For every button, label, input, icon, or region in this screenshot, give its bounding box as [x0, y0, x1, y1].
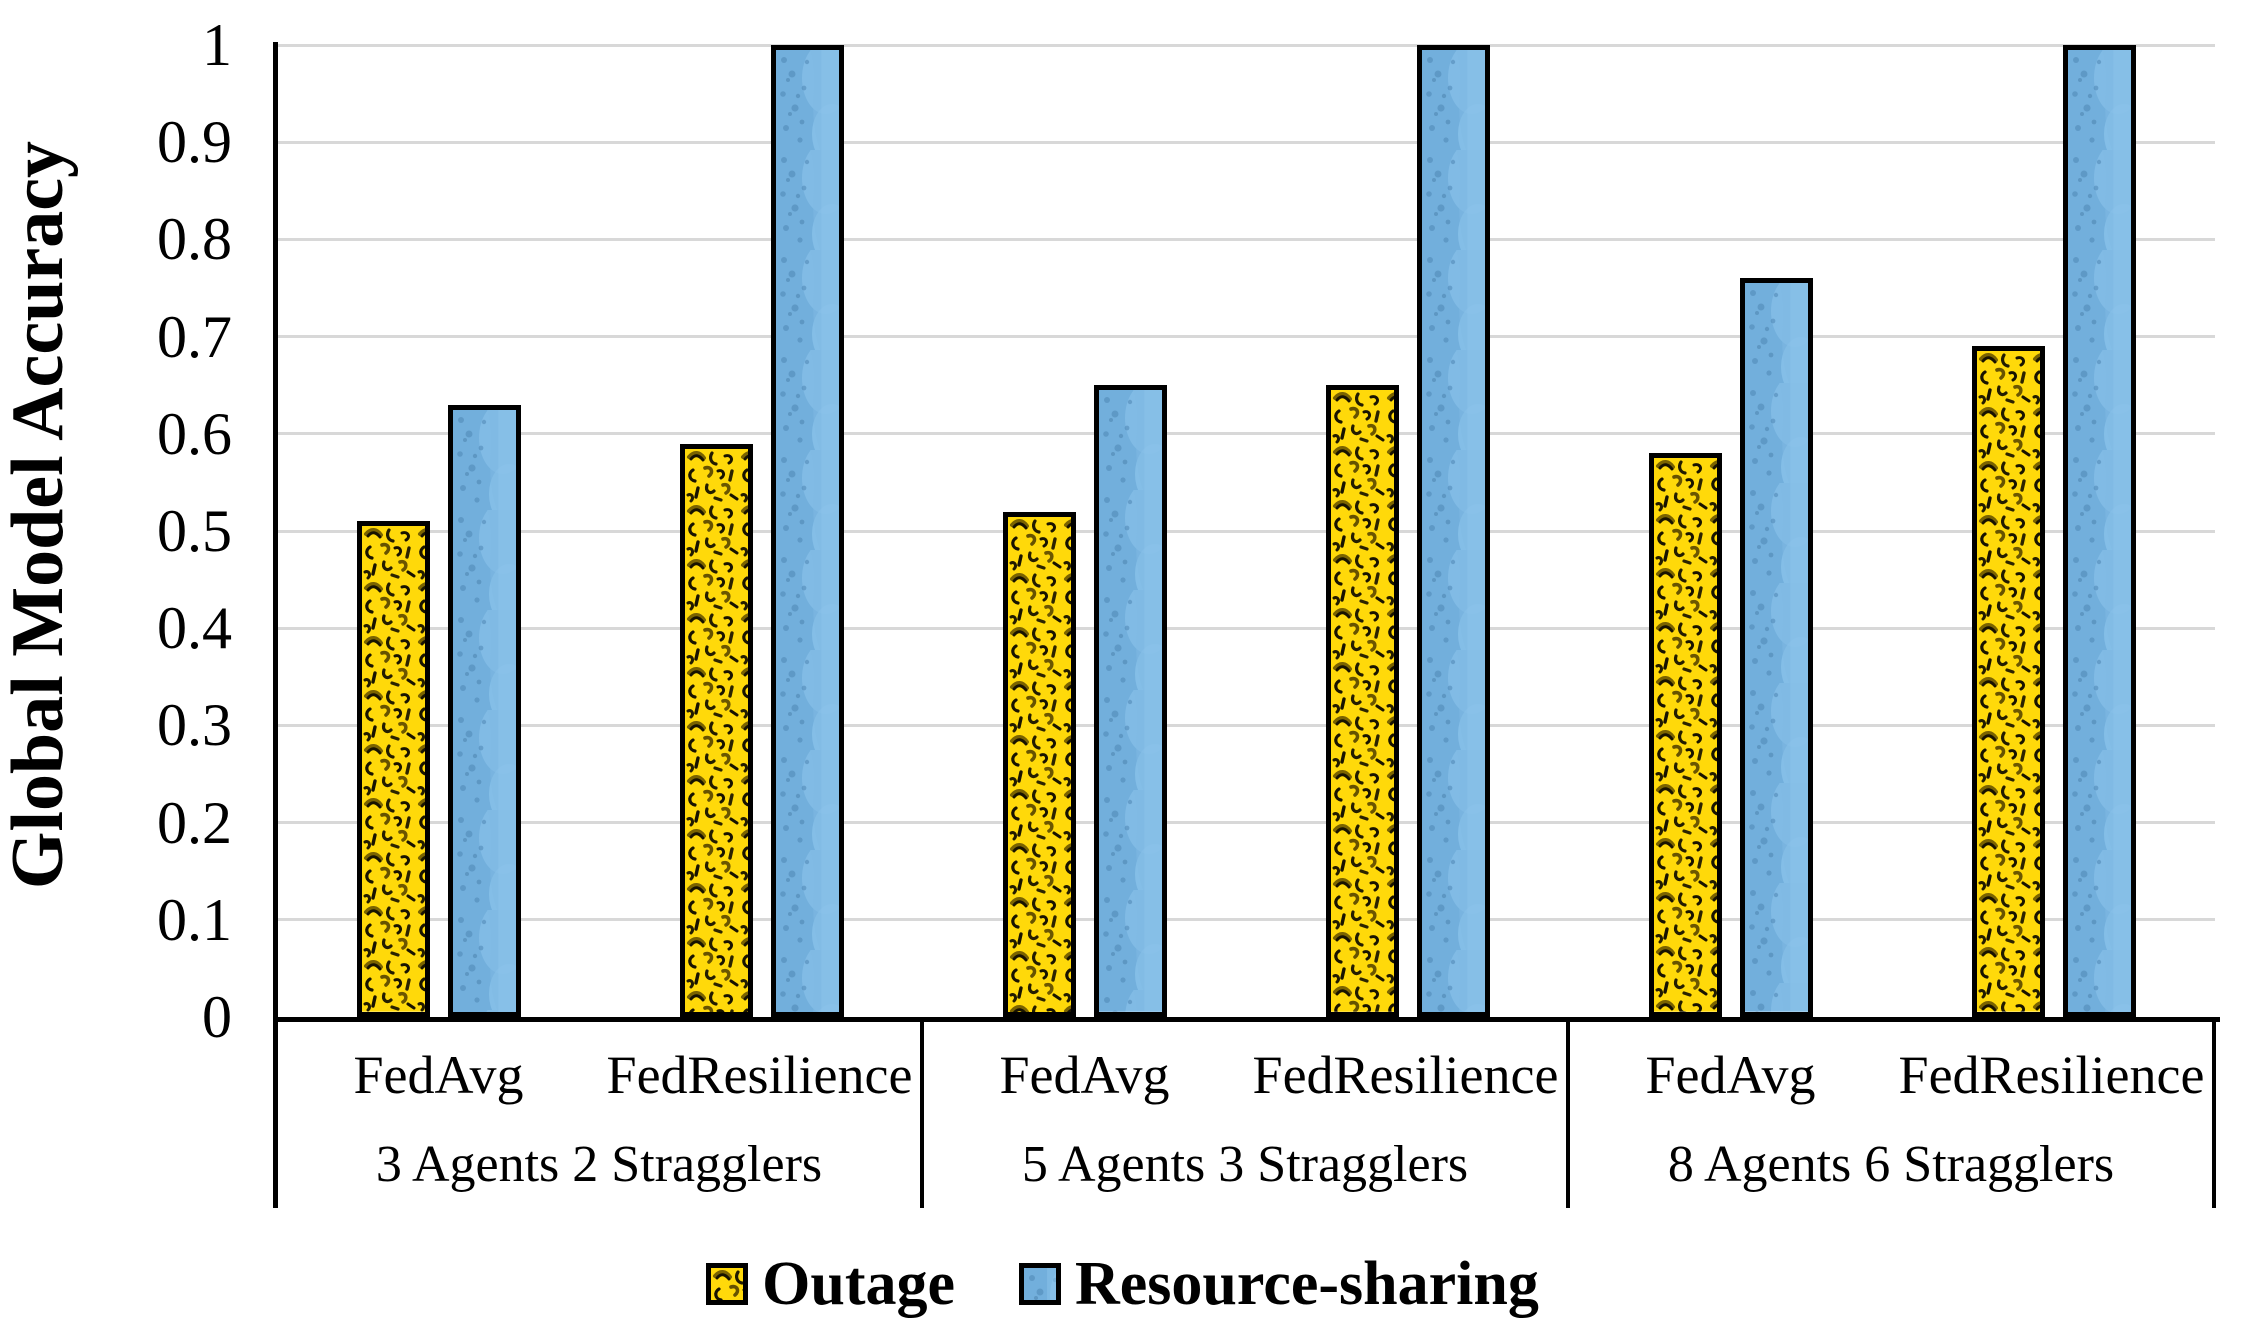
y-tick-label-0.5: 0.5: [157, 498, 232, 564]
group-label-2: 5 Agents 3 Stragglers: [1021, 1135, 1469, 1193]
group-cell-3: FedAvg FedResilience 8 Agents 6 Stragglers: [1570, 1022, 2216, 1208]
bar-resource-sharing-group3-fedavg: [1739, 278, 1813, 1017]
legend-item-resource-sharing: Resource-sharing: [1019, 1253, 1539, 1315]
method-label-fedavg: FedAvg: [1645, 1044, 1816, 1105]
bar-pair-fedavg-group1: [278, 45, 601, 1017]
bar-pair-fedresilience-group1: [601, 45, 924, 1017]
method-label-fedavg: FedAvg: [353, 1044, 524, 1105]
y-tick-label-0.9: 0.9: [157, 109, 232, 176]
gridline-0.4: [278, 626, 2215, 630]
x-axis-label-area: FedAvg FedResilience 3 Agents 2 Stragglers…: [273, 1022, 2216, 1208]
bar-pair-fedresilience-group3: [1892, 45, 2215, 1017]
gridline-0.5: [278, 529, 2215, 533]
y-axis-line: [273, 42, 278, 1022]
bar-resource-sharing-group1-fedresilience: [771, 45, 845, 1017]
method-label-fedresilience: FedResilience: [606, 1044, 913, 1105]
y-tick-label-1: 1: [202, 12, 232, 78]
legend: Outage Resource-sharing: [0, 1238, 2245, 1330]
bars-layer: [278, 45, 2215, 1017]
gridline-1.0: [278, 43, 2215, 47]
bar-outage-group2-fedresilience: [1325, 385, 1399, 1017]
y-tick-label-0.6: 0.6: [157, 400, 232, 467]
gridline-0.6: [278, 432, 2215, 436]
bar-resource-sharing-group2-fedavg: [1094, 385, 1168, 1017]
bar-pair-fedavg-group3: [1569, 45, 1892, 1017]
method-label-row: FedAvg FedResilience: [278, 1022, 920, 1120]
gridline-0.7: [278, 335, 2215, 339]
bar-group-1: [278, 45, 924, 1017]
bar-resource-sharing-group3-fedresilience: [2062, 45, 2136, 1017]
bar-outage-group3-fedresilience: [1971, 346, 2045, 1017]
gridline-0.9: [278, 140, 2215, 144]
gridline-0.2: [278, 821, 2215, 825]
bar-outage-group3-fedavg: [1648, 453, 1722, 1017]
y-tick-label-0: 0: [202, 984, 232, 1050]
bar-outage-group1-fedresilience: [680, 443, 754, 1017]
gridline-0.8: [278, 237, 2215, 241]
gridline-0.1: [278, 918, 2215, 922]
y-tick-label-0.1: 0.1: [157, 886, 232, 953]
y-tick-label-0.2: 0.2: [157, 789, 232, 856]
group-label-row: 8 Agents 6 Stragglers: [1570, 1120, 2212, 1208]
legend-swatch-resource-sharing-icon: [1019, 1263, 1062, 1305]
bar-outage-group1-fedavg: [357, 521, 431, 1017]
group-label-3: 8 Agents 6 Stragglers: [1667, 1135, 2115, 1193]
y-tick-label-0.4: 0.4: [157, 595, 232, 662]
legend-item-outage: Outage: [706, 1253, 955, 1315]
bar-group-3: [1569, 45, 2215, 1017]
bar-pair-fedresilience-group2: [1247, 45, 1570, 1017]
x-axis-baseline: [273, 1017, 2220, 1022]
y-tick-label-0.7: 0.7: [157, 303, 232, 370]
y-tick-label-0.8: 0.8: [157, 206, 232, 273]
method-label-row: FedAvg FedResilience: [924, 1022, 1566, 1120]
bar-pair-fedavg-group2: [924, 45, 1247, 1017]
legend-label-outage: Outage: [762, 1250, 956, 1318]
y-tick-label-0.3: 0.3: [157, 692, 232, 759]
bar-group-2: [924, 45, 1570, 1017]
bar-resource-sharing-group2-fedresilience: [1416, 45, 1490, 1017]
group-label-row: 5 Agents 3 Stragglers: [924, 1120, 1566, 1208]
bar-resource-sharing-group1-fedavg: [448, 404, 522, 1017]
legend-label-resource-sharing: Resource-sharing: [1075, 1250, 1539, 1318]
group-cell-1: FedAvg FedResilience 3 Agents 2 Stragglers: [278, 1022, 924, 1208]
method-label-fedresilience: FedResilience: [1898, 1044, 2205, 1105]
method-label-fedresilience: FedResilience: [1252, 1044, 1559, 1105]
group-label-row: 3 Agents 2 Stragglers: [278, 1120, 920, 1208]
bar-outage-group2-fedavg: [1003, 511, 1077, 1017]
group-cell-2: FedAvg FedResilience 5 Agents 3 Stragglers: [924, 1022, 1570, 1208]
group-label-1: 3 Agents 2 Stragglers: [375, 1135, 823, 1193]
legend-swatch-outage-icon: [706, 1263, 749, 1305]
gridline-0.3: [278, 723, 2215, 727]
method-label-row: FedAvg FedResilience: [1570, 1022, 2212, 1120]
method-label-fedavg: FedAvg: [999, 1044, 1170, 1105]
plot-area: [278, 43, 2215, 1017]
